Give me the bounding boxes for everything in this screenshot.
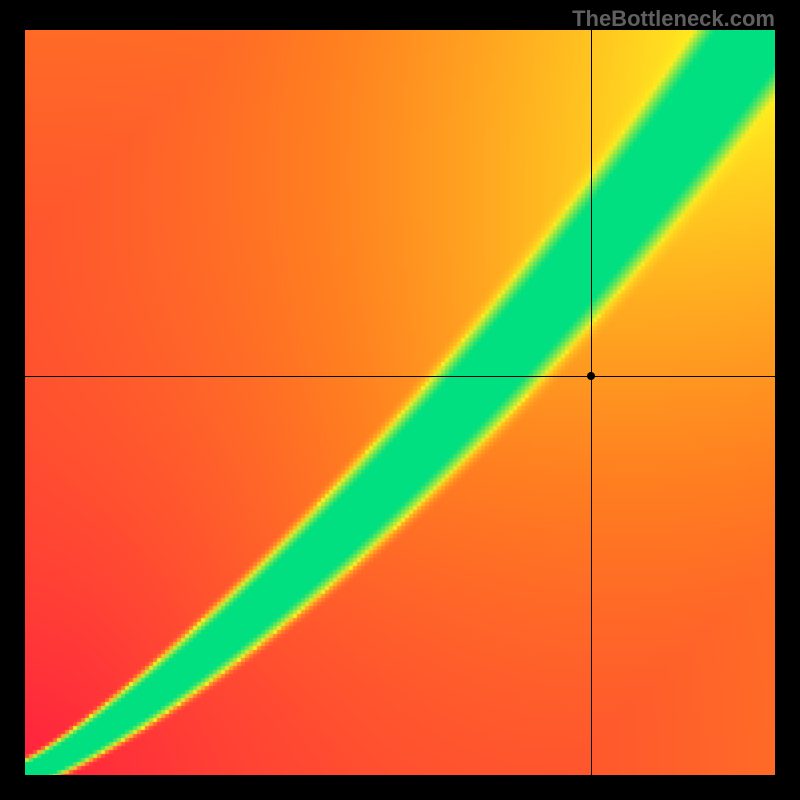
watermark-text: TheBottleneck.com [572,6,775,32]
crosshair-marker [587,372,595,380]
chart-container: TheBottleneck.com [0,0,800,800]
plot-area [25,30,775,775]
crosshair-vertical [591,30,592,775]
crosshair-horizontal [25,376,775,377]
heatmap-canvas [25,30,775,775]
